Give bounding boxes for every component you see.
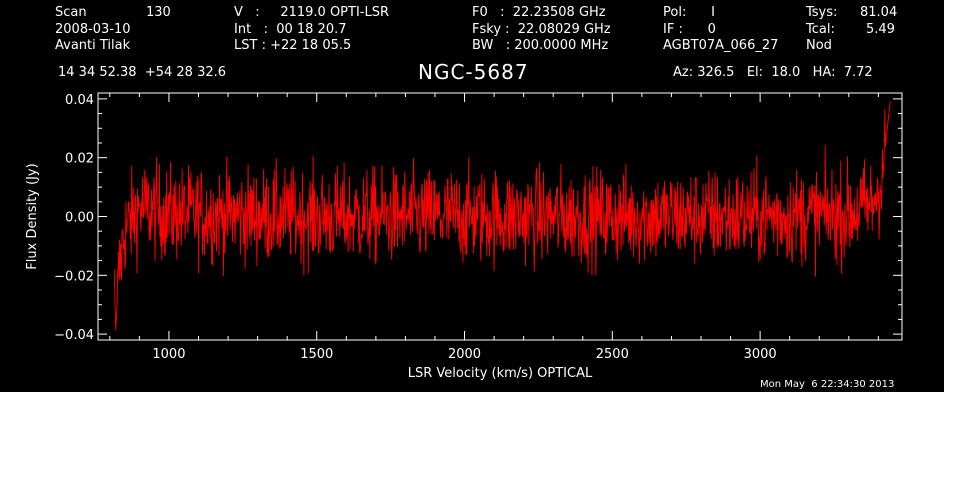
- sky-frequency: Fsky : 22.08029 GHz: [472, 22, 611, 37]
- chart-title: NGC-5687: [418, 60, 529, 84]
- y-tick-label: 0.00: [65, 211, 94, 226]
- tsys-label: Tsys:: [806, 5, 838, 20]
- scan-label: Scan: [55, 5, 87, 20]
- x-tick-label: 1000: [152, 347, 185, 362]
- x-tick-label: 2500: [596, 347, 629, 362]
- project-id: AGBT07A_066_27: [663, 38, 779, 53]
- spectrum-line: [113, 101, 891, 331]
- x-tick-label: 1500: [300, 347, 333, 362]
- az-el-ha: Az: 326.5 El: 18.0 HA: 7.72: [673, 65, 873, 80]
- y-tick-label: −0.02: [54, 269, 94, 284]
- y-tick-label: 0.02: [65, 152, 94, 167]
- y-axis-label: Flux Density (Jy): [25, 163, 40, 269]
- tcal-value: 5.49: [866, 22, 895, 37]
- bandwidth: BW : 200.0000 MHz: [472, 38, 609, 53]
- lst-value: LST : +22 18 05.5: [234, 38, 352, 53]
- plot-timestamp: Mon May 6 22:34:30 2013: [760, 379, 895, 390]
- y-tick-label: −0.04: [54, 328, 94, 343]
- observer-name: Avanti Tilak: [55, 38, 131, 53]
- source-coordinates: 14 34 52.38 +54 28 32.6: [58, 65, 227, 80]
- velocity-info: V : 2119.0 OPTI-LSR: [234, 5, 390, 20]
- tcal-label: Tcal:: [806, 22, 835, 37]
- plot-panel: Scan 130 V : 2119.0 OPTI-LSR F0 : 22.235…: [0, 0, 944, 392]
- observation-date: 2008-03-10: [55, 22, 131, 37]
- x-tick-label: 2000: [448, 347, 481, 362]
- scan-value: 130: [146, 5, 171, 20]
- if-number: IF : 0: [663, 22, 716, 37]
- spectrum-chart: 1000 1500 2000 2500 3000 −0.04 −0.02 0.00 0.02 0.…: [25, 92, 903, 381]
- rest-frequency: F0 : 22.23508 GHz: [472, 5, 606, 20]
- integration-time: Int : 00 18 20.7: [234, 22, 347, 37]
- observing-mode: Nod: [806, 38, 832, 53]
- tsys-value: 81.04: [860, 5, 898, 20]
- x-axis-label: LSR Velocity (km/s) OPTICAL: [408, 366, 593, 381]
- x-tick-label: 3000: [744, 347, 777, 362]
- polarization: Pol: I: [663, 5, 715, 20]
- y-tick-label: 0.04: [65, 93, 94, 108]
